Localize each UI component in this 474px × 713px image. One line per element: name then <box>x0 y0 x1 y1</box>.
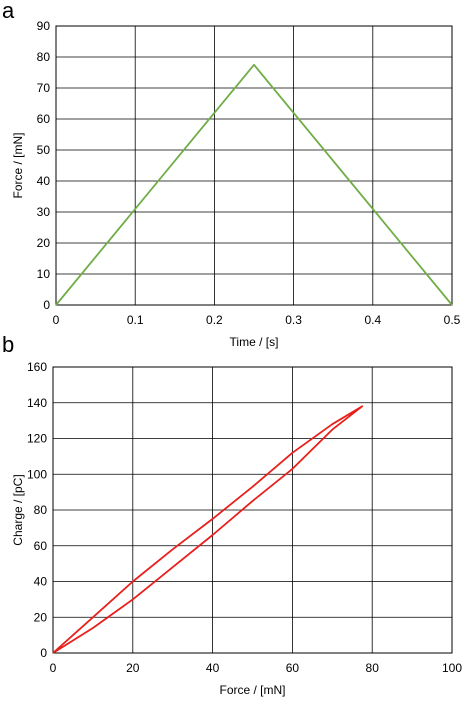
series-line-0 <box>52 405 364 654</box>
x-tick-label: 0.5 <box>444 313 461 327</box>
y-tick-label: 20 <box>37 236 51 250</box>
panel-label-b: b <box>2 332 14 357</box>
plot-area <box>52 366 453 654</box>
x-tick-label: 100 <box>442 661 462 675</box>
plot-area <box>55 25 453 306</box>
y-tick-label: 40 <box>34 575 48 589</box>
y-tick-label: 80 <box>34 503 48 517</box>
x-tick-label: 20 <box>126 661 140 675</box>
y-tick-label: 0 <box>43 298 50 312</box>
y-tick-label: 70 <box>37 81 51 95</box>
x-tick-label: 0 <box>50 661 57 675</box>
y-tick-label: 80 <box>37 50 51 64</box>
y-tick-label: 30 <box>37 205 51 219</box>
y-axis-title: Charge / [pC] <box>11 474 25 545</box>
y-tick-label: 40 <box>37 174 51 188</box>
x-tick-label: 0.3 <box>285 313 302 327</box>
y-tick-label: 20 <box>34 610 48 624</box>
y-tick-label: 90 <box>37 19 51 33</box>
x-tick-label: 40 <box>206 661 220 675</box>
y-tick-label: 50 <box>37 143 51 157</box>
y-tick-label: 120 <box>27 432 47 446</box>
series-line-0 <box>55 63 453 306</box>
x-tick-label: 80 <box>366 661 380 675</box>
y-axis-title: Force / [mN] <box>11 132 25 198</box>
x-tick-label: 60 <box>286 661 300 675</box>
panel-label-a: a <box>2 0 15 23</box>
y-tick-label: 160 <box>27 360 47 374</box>
y-tick-label: 0 <box>40 646 47 660</box>
x-tick-label: 0.2 <box>206 313 223 327</box>
x-axis-title: Force / [mN] <box>219 683 285 697</box>
x-tick-label: 0 <box>53 313 60 327</box>
x-tick-label: 0.4 <box>364 313 381 327</box>
y-tick-label: 10 <box>37 267 51 281</box>
y-tick-label: 140 <box>27 396 47 410</box>
y-tick-label: 60 <box>34 539 48 553</box>
y-tick-label: 100 <box>27 467 47 481</box>
y-tick-label: 60 <box>37 112 51 126</box>
x-tick-label: 0.1 <box>127 313 144 327</box>
x-axis-title: Time / [s] <box>230 335 279 349</box>
